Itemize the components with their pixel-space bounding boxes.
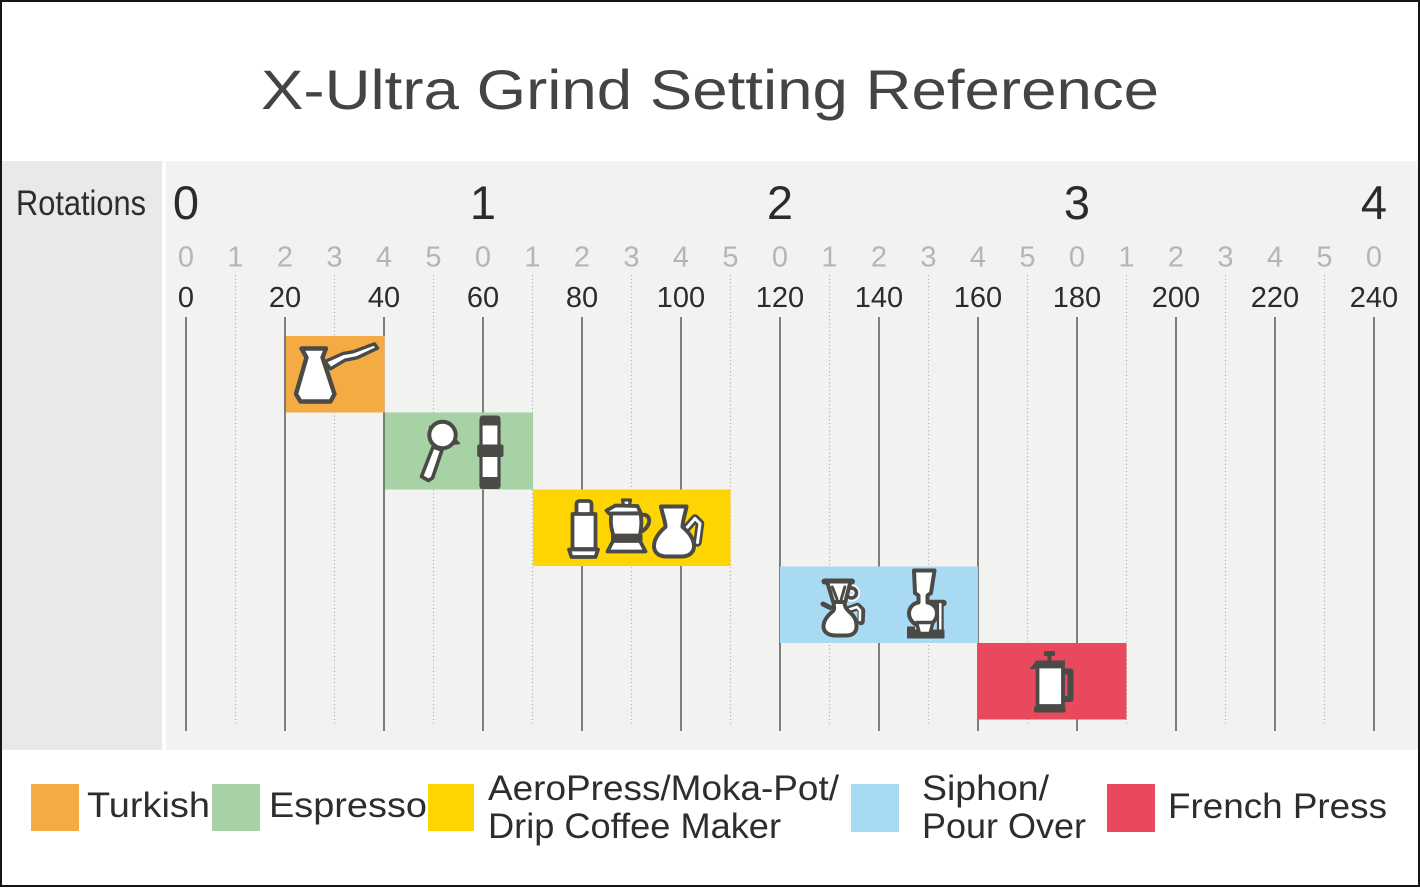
- svg-text:180: 180: [1053, 282, 1101, 314]
- svg-text:Pour Over: Pour Over: [922, 807, 1086, 846]
- svg-text:3: 3: [920, 242, 936, 274]
- svg-text:1: 1: [1118, 242, 1134, 274]
- svg-text:0: 0: [1366, 242, 1382, 274]
- svg-text:3: 3: [623, 242, 639, 274]
- svg-text:2: 2: [767, 176, 793, 229]
- svg-text:140: 140: [855, 282, 903, 314]
- svg-text:1: 1: [470, 176, 496, 229]
- svg-text:4: 4: [673, 242, 689, 274]
- svg-text:X-Ultra Grind Setting Referenc: X-Ultra Grind Setting Reference: [261, 58, 1159, 121]
- svg-text:AeroPress/Moka-Pot/: AeroPress/Moka-Pot/: [488, 769, 839, 808]
- svg-text:3: 3: [326, 242, 342, 274]
- svg-text:4: 4: [1361, 176, 1387, 229]
- svg-text:0: 0: [1069, 242, 1085, 274]
- svg-text:0: 0: [178, 242, 194, 274]
- svg-text:2: 2: [1168, 242, 1184, 274]
- svg-text:Drip Coffee Maker: Drip Coffee Maker: [488, 807, 781, 846]
- svg-text:4: 4: [376, 242, 392, 274]
- svg-text:1: 1: [821, 242, 837, 274]
- svg-text:60: 60: [467, 282, 499, 314]
- svg-text:Espresso: Espresso: [269, 786, 427, 825]
- svg-text:1: 1: [227, 242, 243, 274]
- svg-text:Siphon/: Siphon/: [922, 769, 1049, 808]
- svg-text:1: 1: [524, 242, 540, 274]
- svg-text:80: 80: [566, 282, 598, 314]
- svg-text:3: 3: [1217, 242, 1233, 274]
- svg-text:240: 240: [1350, 282, 1398, 314]
- svg-text:5: 5: [722, 242, 738, 274]
- svg-text:5: 5: [1316, 242, 1332, 274]
- svg-text:3: 3: [1064, 176, 1090, 229]
- svg-text:0: 0: [173, 176, 199, 229]
- svg-text:2: 2: [277, 242, 293, 274]
- svg-text:5: 5: [1019, 242, 1035, 274]
- svg-text:0: 0: [475, 242, 491, 274]
- svg-text:20: 20: [269, 282, 301, 314]
- svg-text:40: 40: [368, 282, 400, 314]
- svg-text:2: 2: [574, 242, 590, 274]
- svg-text:Rotations: Rotations: [16, 184, 146, 223]
- svg-text:0: 0: [772, 242, 788, 274]
- svg-text:French Press: French Press: [1168, 787, 1387, 826]
- svg-text:160: 160: [954, 282, 1002, 314]
- svg-text:5: 5: [425, 242, 441, 274]
- svg-text:220: 220: [1251, 282, 1299, 314]
- svg-text:4: 4: [970, 242, 986, 274]
- svg-text:2: 2: [871, 242, 887, 274]
- svg-text:0: 0: [178, 282, 194, 314]
- svg-text:100: 100: [657, 282, 705, 314]
- svg-text:120: 120: [756, 282, 804, 314]
- svg-text:Turkish: Turkish: [87, 786, 210, 825]
- svg-text:4: 4: [1267, 242, 1283, 274]
- svg-text:200: 200: [1152, 282, 1200, 314]
